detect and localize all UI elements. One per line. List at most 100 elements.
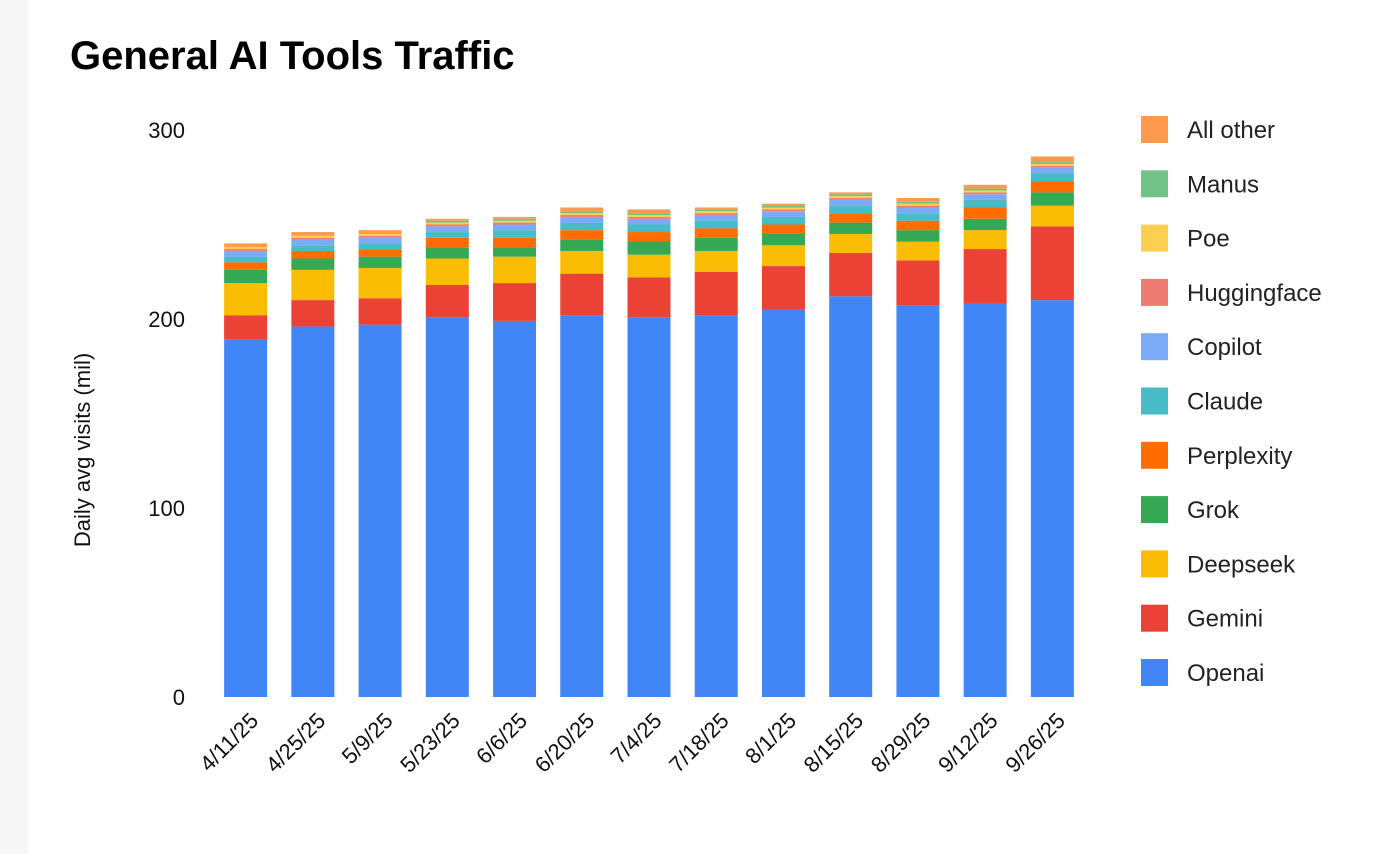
bar-segment-gemini xyxy=(896,260,940,306)
bar-segment-openai xyxy=(560,315,604,697)
bar-segment-huggingface xyxy=(963,192,1007,195)
bar-segment-poe xyxy=(560,213,604,216)
bar-segment-perplexity xyxy=(963,207,1007,219)
bar-segment-gemini xyxy=(358,298,402,325)
bar-segment-copilot xyxy=(694,215,738,221)
bar-segment-all-other xyxy=(291,232,335,236)
legend-swatch xyxy=(1141,224,1168,252)
x-tick-label: 7/18/25 xyxy=(664,708,734,778)
bar-segment-perplexity xyxy=(560,230,604,240)
bar-segment-openai xyxy=(224,339,268,697)
bar-segment-manus xyxy=(896,201,940,204)
legend-label: Perplexity xyxy=(1187,443,1292,470)
x-tick-label: 7/4/25 xyxy=(606,708,667,769)
bar-segment-gemini xyxy=(425,284,469,318)
bar-segment-deepseek xyxy=(1030,205,1074,227)
bar-segment-claude xyxy=(761,216,805,225)
bar-segment-perplexity xyxy=(627,232,671,242)
bar-segment-deepseek xyxy=(829,233,873,253)
bar-segment-perplexity xyxy=(425,237,469,248)
bar-segment-perplexity xyxy=(761,224,805,234)
bar-segment-gemini xyxy=(224,315,268,340)
legend-label: Deepseek xyxy=(1187,551,1296,578)
bar-segment-gemini xyxy=(761,266,805,310)
legend-swatch xyxy=(1141,659,1168,686)
bar-segment-copilot xyxy=(358,237,402,244)
x-tick-label: 8/15/25 xyxy=(799,708,869,778)
bar-segment-perplexity xyxy=(358,249,402,257)
bar-segment-openai xyxy=(761,309,805,697)
bar-segment-claude xyxy=(896,213,940,221)
bar-segment-openai xyxy=(358,324,402,697)
bar-segment-gemini xyxy=(560,273,604,316)
bar-segment-grok xyxy=(627,241,671,255)
legend-item: Claude xyxy=(1141,387,1263,416)
bar-segment-huggingface xyxy=(761,209,805,212)
x-tick-label: 5/9/25 xyxy=(337,708,398,769)
legend-label: All other xyxy=(1187,117,1275,144)
bar-segment-huggingface xyxy=(896,205,940,208)
bar-segment-deepseek xyxy=(358,267,402,299)
legend-label: Copilot xyxy=(1187,334,1262,361)
x-tick-label: 9/12/25 xyxy=(933,708,1003,778)
x-tick-label: 4/25/25 xyxy=(261,708,331,778)
bar-segment-all-other xyxy=(224,243,268,248)
bar-segment-all-other xyxy=(829,192,873,195)
bar-segment-manus xyxy=(829,194,873,197)
bar-stack xyxy=(291,232,335,697)
bar-segment-gemini xyxy=(829,252,873,297)
legend-item: Poe xyxy=(1141,224,1230,253)
x-tick-label: 5/23/25 xyxy=(395,708,465,778)
legend-item: Grok xyxy=(1141,496,1240,524)
bar-segment-deepseek xyxy=(291,269,335,301)
bar-segment-deepseek xyxy=(694,250,738,272)
bar-segment-claude xyxy=(627,224,671,233)
bar-segment-all-other xyxy=(1030,156,1074,163)
bar-segment-perplexity xyxy=(694,228,738,238)
bar-stacks xyxy=(224,156,1074,697)
bar-segment-deepseek xyxy=(224,283,268,316)
legend-item: Deepseek xyxy=(1141,550,1296,578)
legend-label: Claude xyxy=(1187,389,1263,416)
bar-segment-manus xyxy=(694,209,738,212)
bar-segment-poe xyxy=(224,247,268,250)
bar-segment-manus xyxy=(761,205,805,208)
x-tick-label: 9/26/25 xyxy=(1000,708,1070,778)
bar-segment-all-other xyxy=(627,209,671,214)
bar-segment-poe xyxy=(829,196,873,199)
bar-segment-manus xyxy=(627,213,671,216)
bar-segment-grok xyxy=(493,247,537,257)
bar-segment-claude xyxy=(694,220,738,229)
bar-segment-claude xyxy=(425,232,469,238)
bar-segment-copilot xyxy=(896,207,940,214)
bar-segment-copilot xyxy=(761,211,805,217)
legend: All other Manus Poe Huggingface Copilot Claud… xyxy=(1141,116,1322,687)
chart-page: General AI Tools Traffic 0 100 200 300 4/11… xyxy=(28,0,1382,854)
bar-segment-huggingface xyxy=(560,215,604,217)
legend-item: Openai xyxy=(1141,659,1264,687)
legend-swatch xyxy=(1141,604,1168,632)
bar-segment-perplexity xyxy=(896,220,940,231)
y-axis-title: Daily avg visits (mil) xyxy=(70,353,95,547)
bar-segment-grok xyxy=(761,233,805,246)
bar-segment-poe xyxy=(493,220,537,223)
bar-segment-poe xyxy=(291,235,335,238)
bar-segment-grok xyxy=(425,247,469,259)
bar-stack xyxy=(694,207,738,697)
bar-segment-grok xyxy=(1030,192,1074,206)
bar-segment-huggingface xyxy=(358,235,402,238)
bar-segment-huggingface xyxy=(1030,165,1074,168)
bar-segment-copilot xyxy=(829,199,873,206)
legend-label: Openai xyxy=(1187,660,1264,687)
bar-segment-gemini xyxy=(963,249,1007,304)
bar-segment-openai xyxy=(627,317,671,697)
bar-segment-all-other xyxy=(493,216,537,219)
bar-stack xyxy=(425,218,469,697)
bar-segment-openai xyxy=(896,305,940,697)
bar-segment-all-other xyxy=(896,198,940,202)
x-tick-label: 6/20/25 xyxy=(530,708,600,778)
bar-segment-openai xyxy=(291,326,335,697)
bar-segment-openai xyxy=(1030,300,1074,697)
bar-segment-poe xyxy=(627,215,671,217)
